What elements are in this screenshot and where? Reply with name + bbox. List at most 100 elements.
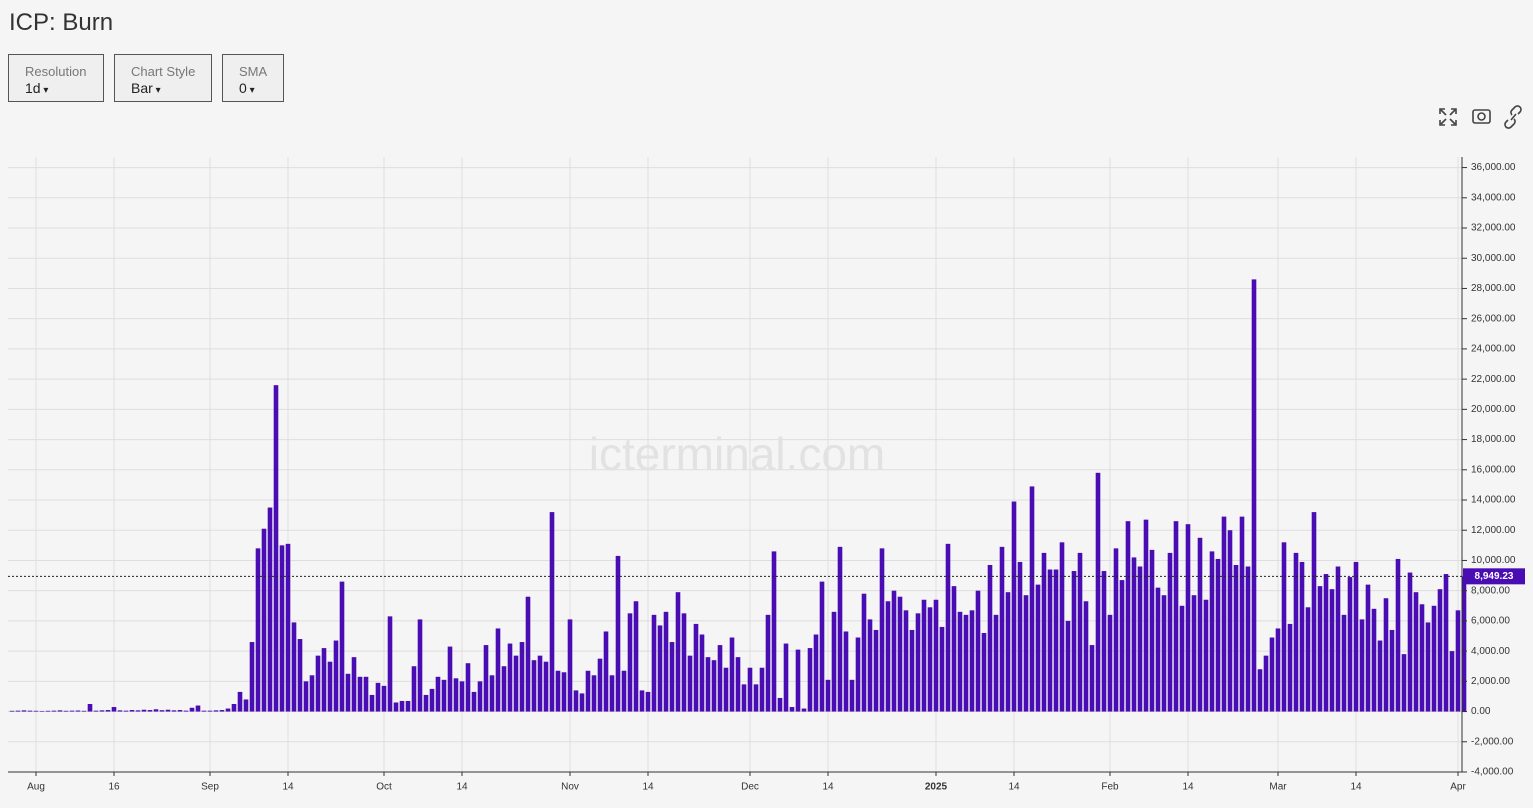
bar	[939, 626, 945, 712]
bar	[1065, 620, 1071, 712]
bar	[309, 675, 315, 712]
bar	[723, 667, 729, 712]
bar	[1155, 587, 1161, 712]
y-tick-label: 32,000.00	[1471, 223, 1516, 234]
x-tick-label: 14	[1008, 782, 1020, 793]
bar	[1005, 592, 1011, 712]
bar	[1455, 610, 1461, 712]
bar	[993, 614, 999, 712]
bar	[801, 708, 807, 712]
bar	[1125, 521, 1131, 712]
bar	[573, 690, 579, 712]
sma-dropdown[interactable]: SMA 0	[222, 54, 284, 102]
bar	[1023, 595, 1029, 712]
bar	[963, 614, 969, 712]
bar	[333, 640, 339, 712]
bar	[1377, 640, 1383, 712]
toolbar	[1438, 105, 1522, 129]
bar	[921, 599, 927, 712]
bar	[969, 610, 975, 712]
bar	[945, 543, 951, 712]
screenshot-icon[interactable]	[1472, 109, 1491, 124]
y-tick-label: 26,000.00	[1471, 313, 1516, 324]
x-tick-label: Sep	[201, 782, 219, 793]
bar	[627, 613, 633, 712]
bar	[1041, 552, 1047, 712]
x-tick-label: 2025	[925, 782, 948, 793]
bar	[1431, 605, 1437, 712]
y-tick-label: 28,000.00	[1471, 283, 1516, 294]
bar	[771, 551, 777, 712]
fullscreen-icon[interactable]	[1438, 107, 1458, 127]
bar	[1407, 572, 1413, 712]
bar	[981, 632, 987, 712]
chart-style-dropdown[interactable]: Chart Style Bar	[114, 54, 212, 102]
bar	[657, 625, 663, 712]
bar	[1209, 551, 1215, 712]
bar	[285, 543, 291, 712]
bar	[549, 512, 555, 712]
link-icon[interactable]	[1504, 105, 1522, 129]
bar	[711, 660, 717, 712]
bar	[1221, 516, 1227, 712]
bar	[387, 616, 393, 712]
bar	[495, 628, 501, 712]
bar	[327, 661, 333, 712]
bar	[243, 699, 249, 712]
last-value-label: 8,949.23	[1475, 571, 1514, 582]
bar	[639, 690, 645, 712]
bar	[15, 710, 21, 712]
bar	[255, 548, 261, 712]
bar	[951, 586, 957, 712]
bar	[1119, 580, 1125, 712]
bar	[411, 666, 417, 712]
bar	[459, 681, 465, 712]
y-tick-label: -2,000.00	[1471, 736, 1514, 747]
bar	[1239, 516, 1245, 712]
last-value-box	[1463, 568, 1525, 585]
bar	[1389, 629, 1395, 712]
page-title: ICP: Burn	[9, 9, 114, 36]
bar	[807, 648, 813, 712]
x-tick-label: 14	[1182, 782, 1194, 793]
bar	[1335, 566, 1341, 712]
bar	[717, 645, 723, 712]
y-tick-label: 4,000.00	[1471, 646, 1510, 657]
bar	[189, 707, 195, 712]
bar	[1029, 486, 1035, 712]
bar	[1437, 589, 1443, 712]
bar	[603, 631, 609, 712]
x-tick-label: Mar	[1269, 782, 1287, 793]
bar	[489, 675, 495, 712]
bar	[75, 710, 81, 712]
bar	[1353, 561, 1359, 712]
resolution-dropdown[interactable]: Resolution 1d	[8, 54, 104, 102]
bar	[51, 710, 57, 712]
y-tick-label: 6,000.00	[1471, 616, 1510, 627]
bar	[177, 710, 183, 712]
bar	[561, 672, 567, 712]
bar	[1083, 601, 1089, 712]
bars	[9, 279, 1467, 712]
bar	[519, 642, 525, 712]
bar	[759, 667, 765, 712]
bar	[1233, 564, 1239, 712]
bar	[1017, 561, 1023, 712]
bar	[117, 710, 123, 712]
bar	[1305, 607, 1311, 712]
bar	[1089, 645, 1095, 712]
bar	[201, 710, 207, 712]
dropdown-value: 1d	[25, 80, 103, 96]
bar	[339, 581, 345, 712]
bar	[621, 670, 627, 712]
y-tick-label: 8,000.00	[1471, 585, 1510, 596]
bar	[579, 693, 585, 712]
bar	[453, 678, 459, 712]
bar	[507, 643, 513, 712]
bar	[357, 676, 363, 712]
bar	[501, 666, 507, 712]
bar	[999, 546, 1005, 712]
bar	[63, 710, 69, 712]
y-tick-label: 30,000.00	[1471, 253, 1516, 264]
bar	[1131, 557, 1137, 712]
